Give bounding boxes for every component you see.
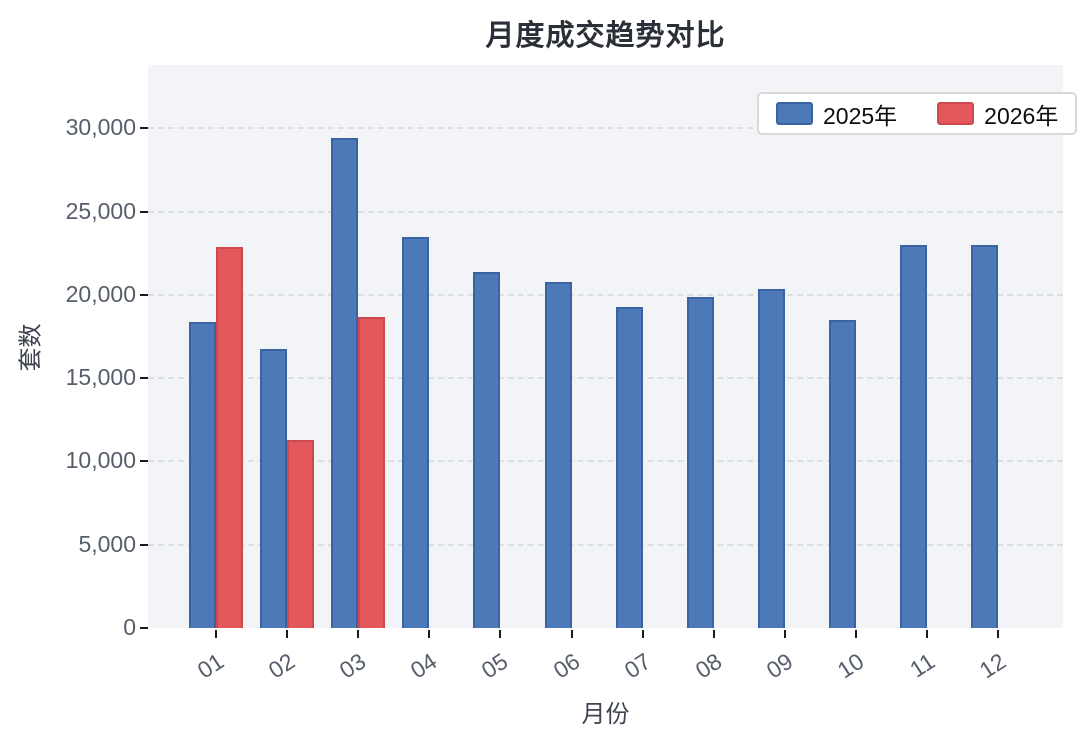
legend: 2025年 2026年 — [757, 92, 1078, 135]
bar-2025年-04 — [402, 237, 430, 628]
x-tick-mark-06 — [570, 630, 573, 638]
bar-2025年-08 — [686, 296, 714, 628]
bar-2025年-07 — [615, 306, 643, 628]
y-axis-title: 套数 — [17, 323, 45, 372]
x-tick-mark-11 — [926, 630, 928, 638]
y-tick-mark-30000 — [140, 127, 148, 130]
gridline-20000 — [148, 293, 1063, 296]
y-tick-mark-10000 — [140, 460, 148, 463]
x-tick-mark-03 — [357, 630, 360, 638]
bar-2026年-03 — [358, 317, 386, 628]
x-tick-mark-07 — [641, 630, 644, 638]
x-tick-label-07: 07 — [619, 647, 655, 684]
x-tick-label-12: 12 — [974, 647, 1011, 684]
y-tick-mark-0 — [140, 627, 148, 629]
gridline-10000 — [148, 460, 1063, 463]
gridline-30000 — [148, 127, 1063, 130]
x-tick-label-10: 10 — [832, 647, 869, 684]
gridline-15000 — [148, 377, 1063, 380]
legend-label-2025: 2025年 — [823, 102, 898, 129]
x-tick-label-03: 03 — [334, 647, 371, 684]
bar-2025年-12 — [971, 244, 999, 628]
legend-swatch-2025 — [776, 102, 813, 125]
y-tick-label-0: 0 — [123, 614, 136, 640]
bar-2025年-10 — [828, 319, 856, 628]
y-tick-label-15000: 15,000 — [65, 364, 136, 391]
legend-item-2026: 2026年 — [937, 97, 1058, 131]
x-tick-mark-01 — [215, 630, 217, 638]
y-tick-label-5000: 5,000 — [78, 530, 136, 557]
x-tick-label-01: 01 — [192, 647, 229, 684]
x-axis-title: 月份 — [581, 701, 630, 728]
x-tick-mark-04 — [428, 630, 431, 638]
x-tick-label-11: 11 — [905, 647, 940, 683]
bar-2025年-11 — [900, 244, 927, 628]
chart-title: 月度成交趋势对比 — [485, 20, 726, 52]
y-tick-mark-25000 — [140, 210, 148, 213]
y-tick-mark-5000 — [140, 543, 148, 546]
x-tick-label-06: 06 — [548, 647, 584, 684]
y-tick-label-10000: 10,000 — [65, 447, 136, 474]
gridline-25000 — [148, 210, 1063, 213]
bar-2025年-02 — [260, 348, 288, 628]
bar-2025年-06 — [544, 282, 572, 628]
x-tick-mark-08 — [712, 630, 715, 638]
y-tick-label-25000: 25,000 — [65, 197, 136, 224]
x-tick-mark-10 — [854, 630, 857, 638]
legend-label-2026: 2026年 — [984, 102, 1059, 129]
bar-2025年-05 — [473, 271, 501, 628]
x-tick-label-09: 09 — [761, 647, 798, 684]
gridline-5000 — [148, 543, 1063, 546]
x-tick-label-08: 08 — [690, 647, 726, 684]
bar-2025年-01 — [189, 321, 216, 628]
x-tick-mark-05 — [499, 630, 502, 638]
x-tick-mark-02 — [286, 630, 289, 638]
x-tick-label-02: 02 — [263, 647, 300, 684]
bar-2026年-02 — [287, 439, 315, 628]
bar-2026年-01 — [216, 246, 243, 628]
y-tick-label-30000: 30,000 — [65, 114, 136, 141]
x-tick-mark-12 — [997, 630, 1000, 638]
y-tick-mark-15000 — [140, 377, 148, 380]
bar-2025年-03 — [331, 138, 359, 628]
x-tick-mark-09 — [783, 630, 786, 638]
legend-item-2025: 2025年 — [776, 97, 897, 131]
x-tick-label-05: 05 — [477, 647, 513, 684]
y-tick-label-20000: 20,000 — [65, 280, 136, 307]
bar-2025年-09 — [757, 289, 785, 628]
x-tick-label-04: 04 — [405, 647, 442, 684]
legend-swatch-2026 — [937, 102, 975, 125]
y-tick-mark-20000 — [140, 293, 148, 296]
